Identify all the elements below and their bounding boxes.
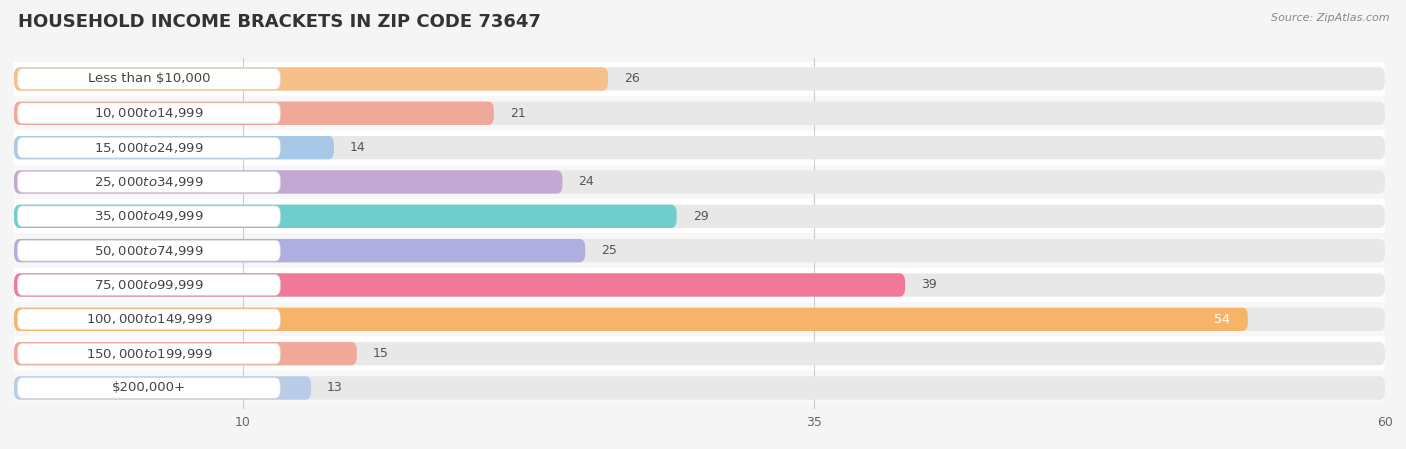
FancyBboxPatch shape bbox=[14, 308, 1249, 331]
Text: 26: 26 bbox=[624, 72, 640, 85]
FancyBboxPatch shape bbox=[14, 101, 1385, 125]
Text: 14: 14 bbox=[350, 141, 366, 154]
FancyBboxPatch shape bbox=[17, 137, 280, 158]
FancyBboxPatch shape bbox=[17, 378, 280, 398]
FancyBboxPatch shape bbox=[14, 376, 311, 400]
Text: Less than $10,000: Less than $10,000 bbox=[87, 72, 209, 85]
Text: 15: 15 bbox=[373, 347, 388, 360]
Text: 25: 25 bbox=[602, 244, 617, 257]
FancyBboxPatch shape bbox=[14, 67, 609, 91]
FancyBboxPatch shape bbox=[14, 239, 585, 262]
Bar bbox=[14, 199, 1385, 233]
Text: $35,000 to $49,999: $35,000 to $49,999 bbox=[94, 209, 204, 223]
FancyBboxPatch shape bbox=[17, 69, 280, 89]
Bar bbox=[14, 131, 1385, 165]
Bar bbox=[14, 62, 1385, 96]
FancyBboxPatch shape bbox=[17, 343, 280, 364]
FancyBboxPatch shape bbox=[14, 205, 1385, 228]
Text: $100,000 to $149,999: $100,000 to $149,999 bbox=[86, 313, 212, 326]
FancyBboxPatch shape bbox=[14, 136, 335, 159]
Text: 24: 24 bbox=[578, 176, 595, 189]
FancyBboxPatch shape bbox=[14, 67, 1385, 91]
Bar bbox=[14, 336, 1385, 371]
Text: $10,000 to $14,999: $10,000 to $14,999 bbox=[94, 106, 204, 120]
Text: 29: 29 bbox=[693, 210, 709, 223]
FancyBboxPatch shape bbox=[14, 342, 357, 365]
FancyBboxPatch shape bbox=[14, 101, 494, 125]
FancyBboxPatch shape bbox=[17, 103, 280, 123]
Bar bbox=[14, 233, 1385, 268]
Bar bbox=[14, 268, 1385, 302]
FancyBboxPatch shape bbox=[14, 239, 1385, 262]
FancyBboxPatch shape bbox=[14, 136, 1385, 159]
Bar bbox=[14, 302, 1385, 336]
Text: 54: 54 bbox=[1213, 313, 1230, 326]
FancyBboxPatch shape bbox=[17, 275, 280, 295]
Bar bbox=[14, 371, 1385, 405]
Bar bbox=[14, 165, 1385, 199]
FancyBboxPatch shape bbox=[14, 308, 1385, 331]
FancyBboxPatch shape bbox=[17, 309, 280, 330]
FancyBboxPatch shape bbox=[14, 273, 1385, 297]
Text: $15,000 to $24,999: $15,000 to $24,999 bbox=[94, 141, 204, 154]
Bar bbox=[14, 96, 1385, 131]
Text: $75,000 to $99,999: $75,000 to $99,999 bbox=[94, 278, 204, 292]
Text: 21: 21 bbox=[510, 107, 526, 120]
Text: $200,000+: $200,000+ bbox=[112, 382, 186, 395]
Text: $25,000 to $34,999: $25,000 to $34,999 bbox=[94, 175, 204, 189]
FancyBboxPatch shape bbox=[14, 376, 1385, 400]
FancyBboxPatch shape bbox=[17, 172, 280, 192]
FancyBboxPatch shape bbox=[14, 170, 562, 194]
FancyBboxPatch shape bbox=[17, 240, 280, 261]
FancyBboxPatch shape bbox=[14, 342, 1385, 365]
FancyBboxPatch shape bbox=[14, 170, 1385, 194]
Text: 39: 39 bbox=[921, 278, 936, 291]
Text: $150,000 to $199,999: $150,000 to $199,999 bbox=[86, 347, 212, 361]
Text: 13: 13 bbox=[328, 382, 343, 395]
Text: $50,000 to $74,999: $50,000 to $74,999 bbox=[94, 244, 204, 258]
Text: Source: ZipAtlas.com: Source: ZipAtlas.com bbox=[1271, 13, 1389, 23]
FancyBboxPatch shape bbox=[17, 206, 280, 227]
FancyBboxPatch shape bbox=[14, 205, 676, 228]
FancyBboxPatch shape bbox=[14, 273, 905, 297]
Text: HOUSEHOLD INCOME BRACKETS IN ZIP CODE 73647: HOUSEHOLD INCOME BRACKETS IN ZIP CODE 73… bbox=[18, 13, 541, 31]
